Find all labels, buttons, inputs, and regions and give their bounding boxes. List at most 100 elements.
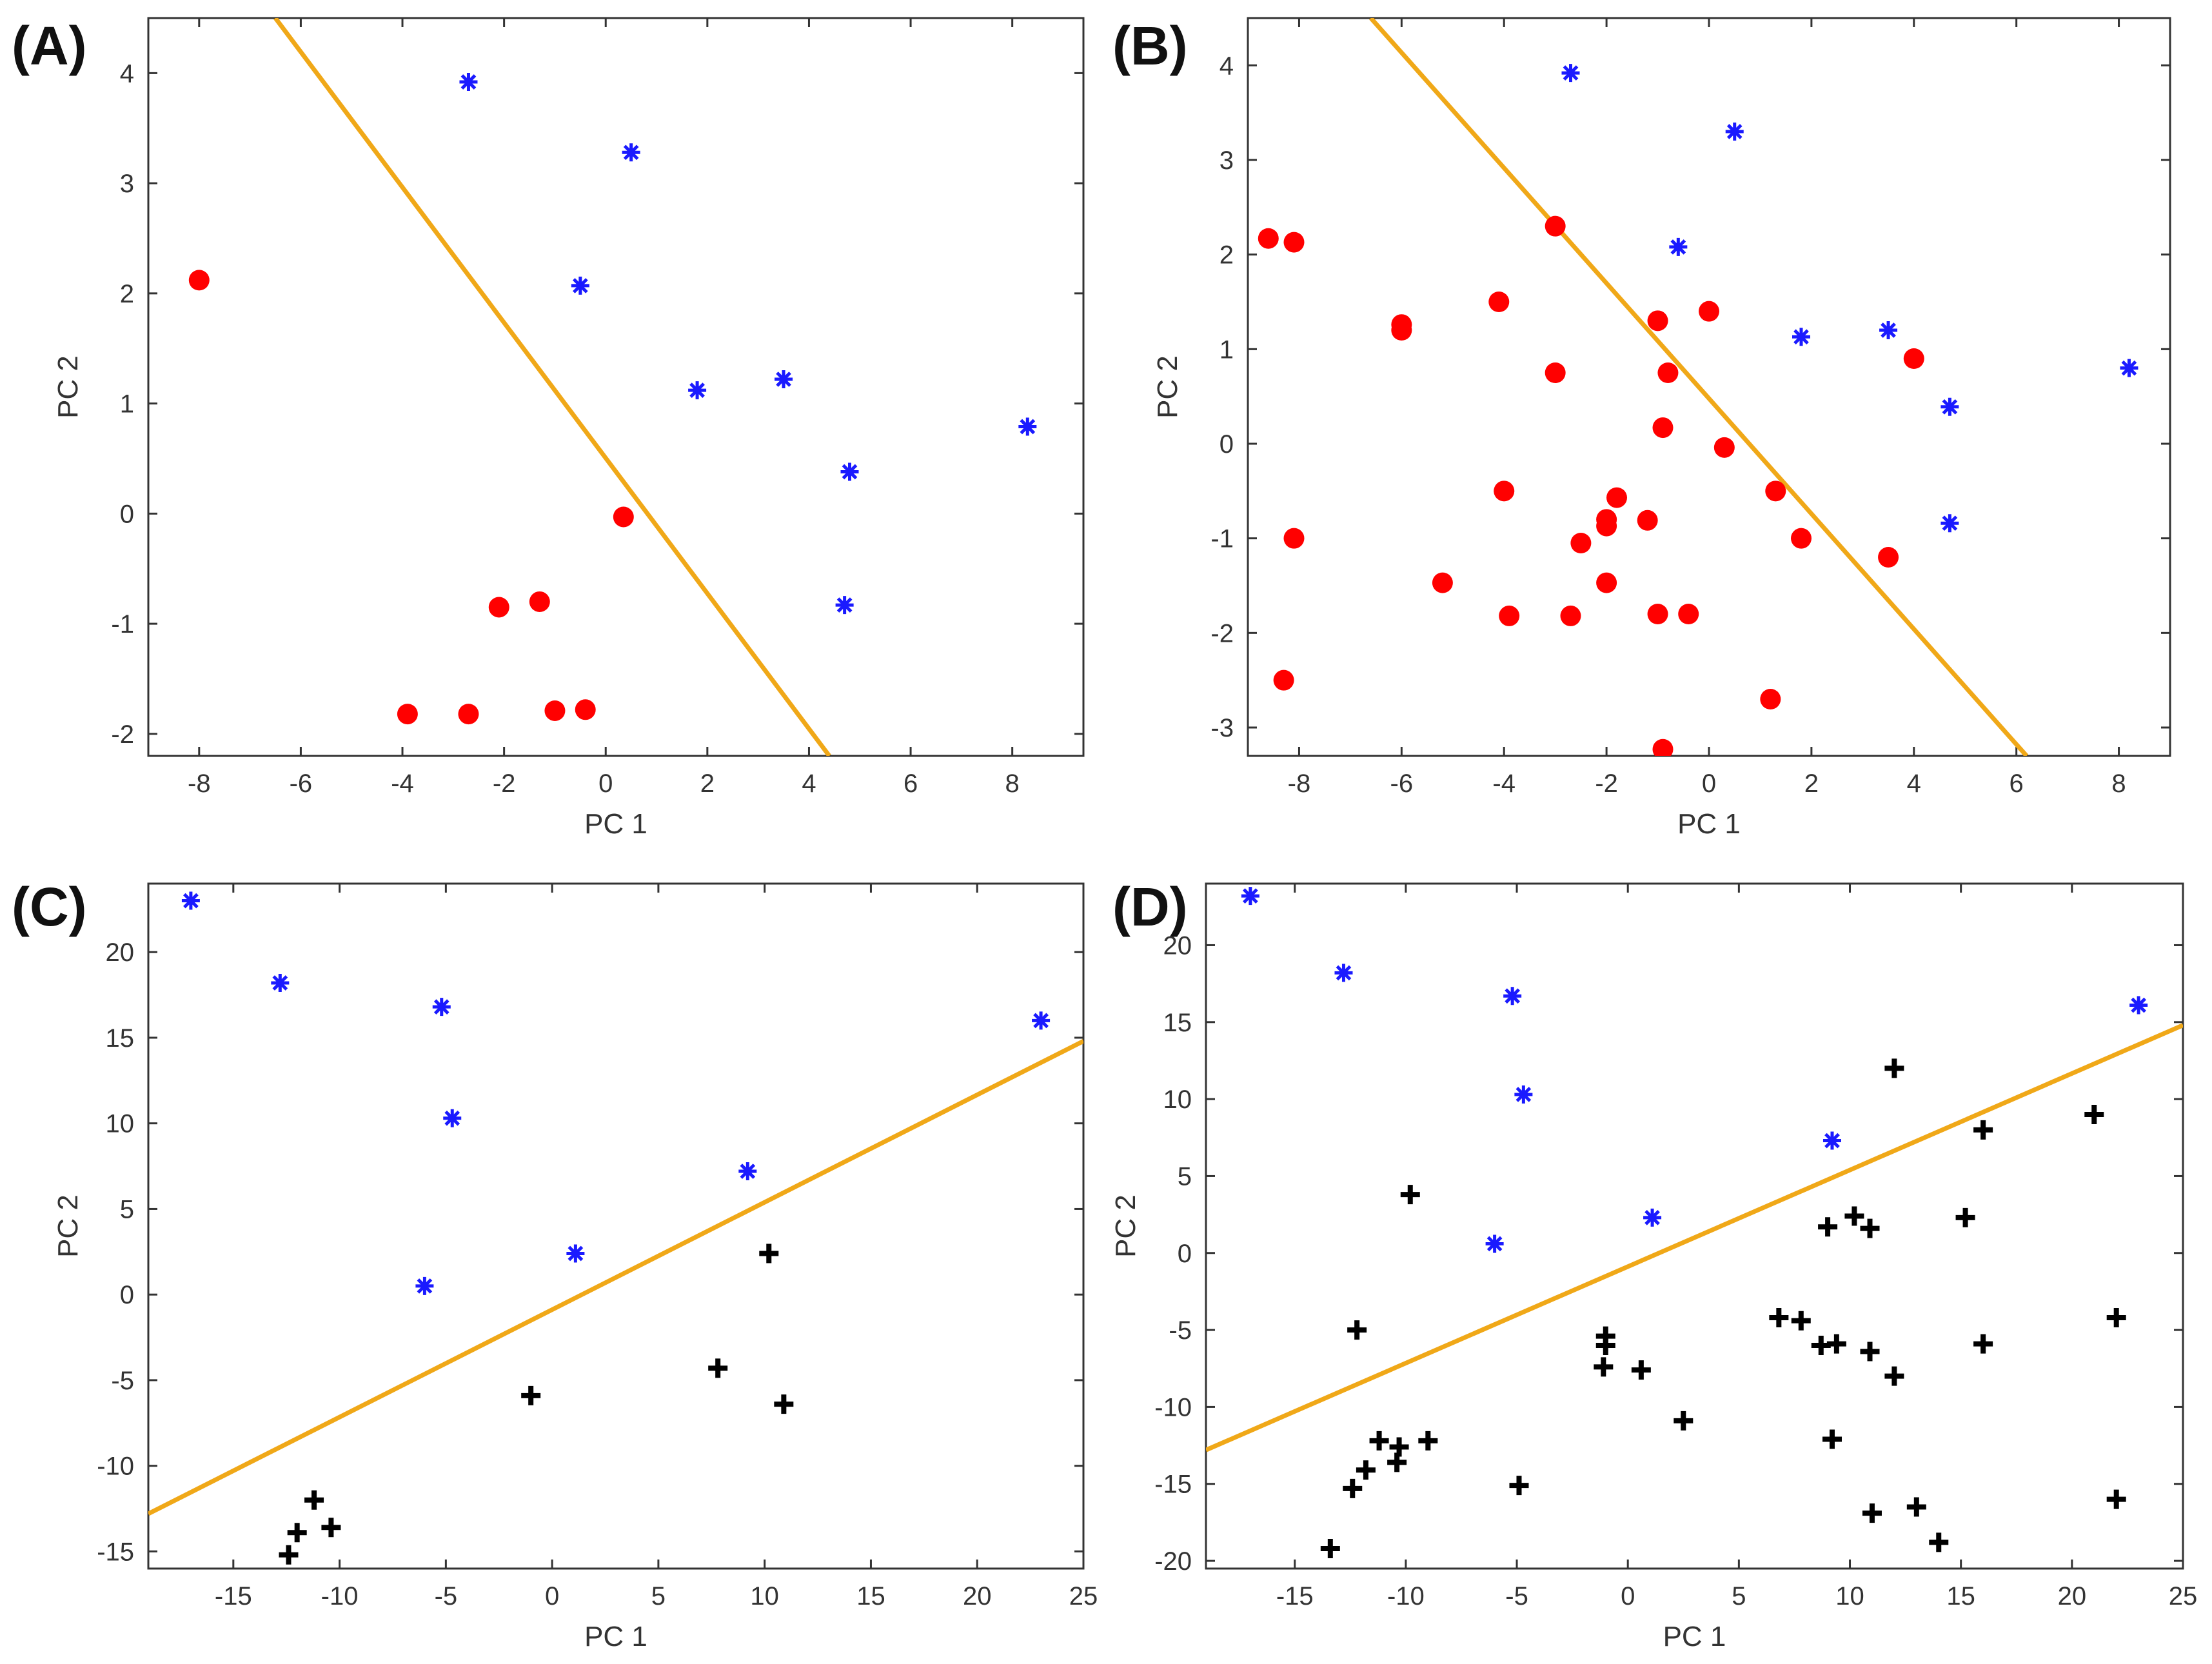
data-point-black bbox=[1320, 1538, 1340, 1558]
data-point-red bbox=[1652, 417, 1674, 439]
x-tick-label: -2 bbox=[1595, 769, 1618, 798]
data-point-blue bbox=[2120, 359, 2138, 377]
data-point-blue bbox=[1940, 397, 1959, 416]
data-point-red bbox=[1791, 528, 1812, 549]
data-point-black bbox=[1595, 1335, 1615, 1355]
data-point-red bbox=[1652, 738, 1674, 756]
y-tick-label: -10 bbox=[97, 1452, 134, 1481]
data-point-black bbox=[1356, 1460, 1376, 1480]
data-point-red bbox=[1545, 215, 1566, 237]
x-tick-label: 4 bbox=[802, 769, 816, 798]
y-tick-label: 15 bbox=[1163, 1009, 1192, 1037]
data-point-black bbox=[1860, 1342, 1880, 1362]
y-tick-label: -3 bbox=[1210, 714, 1234, 742]
y-tick-label: 5 bbox=[1178, 1162, 1192, 1191]
data-point-red bbox=[613, 506, 634, 528]
data-point-red bbox=[1391, 320, 1412, 341]
x-axis-label: PC 1 bbox=[584, 808, 647, 840]
data-point-red bbox=[1494, 480, 1515, 502]
y-tick-label: 0 bbox=[1178, 1240, 1192, 1268]
y-tick-label: 4 bbox=[120, 59, 134, 88]
data-point-red bbox=[1713, 437, 1735, 458]
x-tick-label: 0 bbox=[545, 1582, 559, 1610]
marks bbox=[188, 18, 1037, 756]
chart-panel-1: (A) -8 -6 -4 -2 0 2 4 6 8 -2 -1 0 1 2 3 4 PC 1 PC 2 bbox=[12, 15, 1085, 840]
y-axis-label: PC 2 bbox=[52, 355, 84, 419]
data-point-black bbox=[1860, 1218, 1880, 1238]
y-tick-label: 0 bbox=[1220, 430, 1234, 459]
data-point-black bbox=[287, 1523, 307, 1543]
data-point-black bbox=[304, 1490, 324, 1510]
data-point-red bbox=[458, 704, 479, 725]
x-tick-label: -4 bbox=[391, 769, 414, 798]
x-tick-label: -15 bbox=[1276, 1582, 1314, 1610]
data-point-red bbox=[1606, 487, 1627, 508]
data-point-red bbox=[1699, 301, 1719, 322]
marks bbox=[148, 891, 1083, 1565]
decision-boundary-line bbox=[273, 18, 831, 756]
x-axis-label: PC 1 bbox=[1677, 808, 1741, 840]
data-point-black bbox=[774, 1394, 794, 1414]
data-point-blue bbox=[571, 276, 589, 295]
data-point-black bbox=[1631, 1360, 1651, 1380]
x-tick-label: 4 bbox=[1907, 769, 1921, 798]
y-tick-label: -15 bbox=[1154, 1471, 1192, 1499]
y-tick-label: -15 bbox=[97, 1538, 134, 1566]
x-tick-label: 20 bbox=[2058, 1582, 2087, 1610]
y-tick-label: 0 bbox=[120, 500, 134, 528]
data-point-blue bbox=[1879, 321, 1898, 339]
chart-panel-2: (B) -8 -6 -4 -2 0 2 4 6 8 -3 -2 -1 0 1 2 3 4 PC 1 PC 2 bbox=[1112, 15, 2171, 840]
y-tick-label: 4 bbox=[1220, 52, 1234, 80]
data-point-black bbox=[759, 1243, 779, 1263]
data-point-red bbox=[488, 597, 509, 618]
plot-area bbox=[147, 882, 1085, 1570]
y-tick-label: 0 bbox=[120, 1281, 134, 1309]
data-point-red bbox=[1283, 232, 1305, 253]
data-point-blue bbox=[1485, 1234, 1504, 1253]
data-point-blue bbox=[1241, 887, 1259, 906]
y-axis-label: PC 2 bbox=[1152, 355, 1183, 419]
data-point-red bbox=[1903, 348, 1924, 369]
x-tick-label: 8 bbox=[1005, 769, 1020, 798]
data-point-blue bbox=[271, 973, 290, 992]
x-tick-label: 0 bbox=[1702, 769, 1716, 798]
x-tick-label: 25 bbox=[2169, 1582, 2198, 1610]
data-point-black bbox=[708, 1358, 728, 1378]
x-tick-label: -10 bbox=[1387, 1582, 1425, 1610]
x-tick-label: -5 bbox=[1505, 1582, 1528, 1610]
data-point-red bbox=[529, 591, 550, 612]
chart-panel-4: (D) -15 -10 -5 0 5 10 15 20 25 -20 -15 -10 -5 0 5 10 15 20… bbox=[1110, 877, 2197, 1652]
data-point-black bbox=[1826, 1334, 1846, 1354]
data-point-blue bbox=[2129, 996, 2148, 1015]
plot-area bbox=[147, 17, 1085, 757]
x-tick-label: 10 bbox=[1835, 1582, 1864, 1610]
y-tick-label: 20 bbox=[106, 938, 135, 967]
data-point-red bbox=[1878, 547, 1899, 568]
marks bbox=[1258, 18, 2138, 756]
data-point-red bbox=[1596, 572, 1617, 593]
data-point-red bbox=[544, 700, 566, 721]
data-point-red bbox=[1760, 689, 1781, 709]
data-point-blue bbox=[1669, 237, 1688, 256]
data-point-red bbox=[1637, 510, 1658, 531]
y-tick-label: -10 bbox=[1154, 1393, 1192, 1421]
x-axis-label: PC 1 bbox=[1663, 1621, 1726, 1652]
x-tick-label: -6 bbox=[1390, 769, 1414, 798]
y-tick-label: 10 bbox=[106, 1110, 135, 1138]
data-point-black bbox=[1955, 1207, 1975, 1227]
data-point-red bbox=[1432, 572, 1453, 593]
y-tick-label: 2 bbox=[120, 280, 134, 308]
data-point-red bbox=[1596, 515, 1617, 537]
data-point-black bbox=[1884, 1366, 1904, 1386]
x-tick-label: 0 bbox=[598, 769, 613, 798]
data-point-blue bbox=[775, 370, 793, 389]
data-point-blue bbox=[1018, 417, 1037, 436]
y-tick-label: -1 bbox=[111, 610, 134, 639]
x-tick-label: 10 bbox=[750, 1582, 779, 1610]
x-tick-label: 8 bbox=[2111, 769, 2126, 798]
data-point-blue bbox=[622, 143, 640, 162]
data-point-red bbox=[1765, 480, 1786, 502]
data-point-blue bbox=[432, 998, 451, 1016]
data-point-red bbox=[1678, 604, 1699, 624]
data-point-black bbox=[1791, 1311, 1811, 1331]
